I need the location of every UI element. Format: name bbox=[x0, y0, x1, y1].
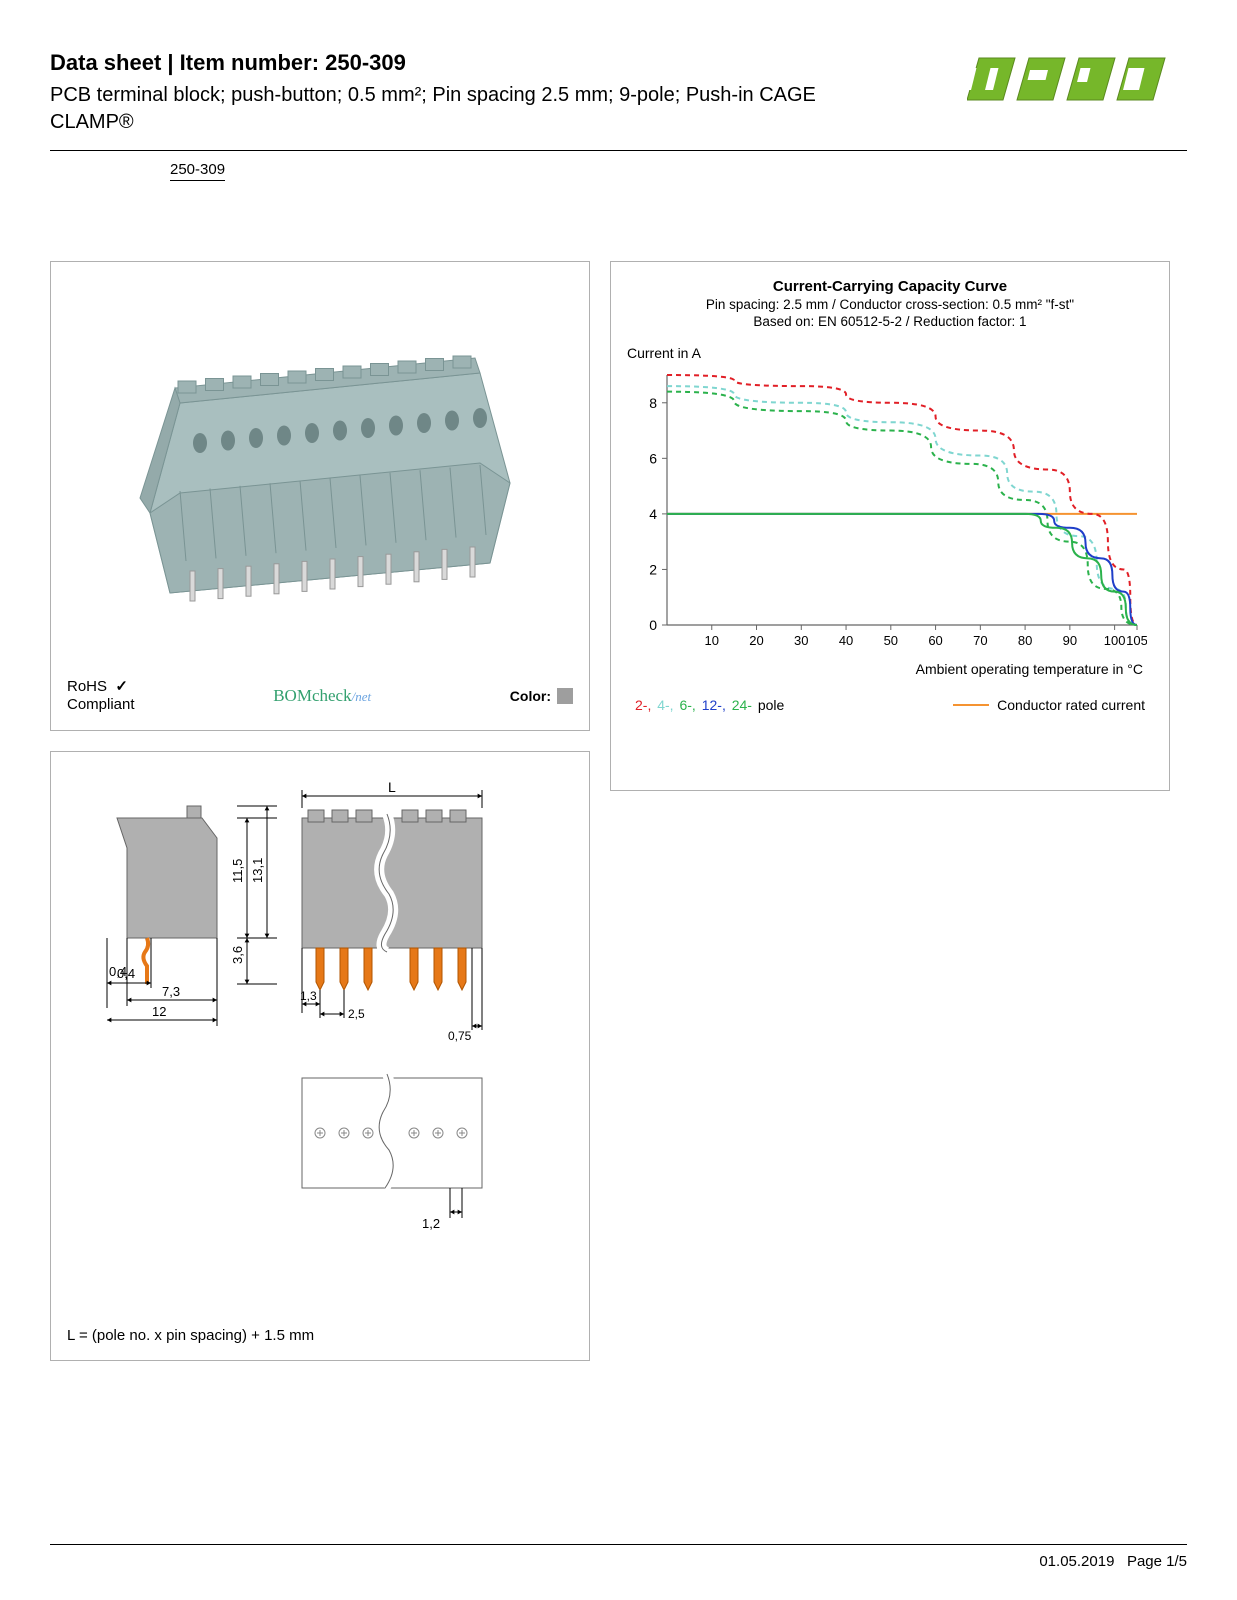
svg-text:6: 6 bbox=[649, 450, 657, 466]
svg-text:30: 30 bbox=[794, 633, 808, 648]
title-prefix: Data sheet bbox=[50, 50, 161, 75]
svg-text:13,1: 13,1 bbox=[250, 858, 265, 883]
y-axis-label: Current in A bbox=[627, 345, 1153, 361]
legend-rated-line bbox=[953, 704, 989, 706]
chart-subtitle-2: Based on: EN 60512-5-2 / Reduction facto… bbox=[627, 314, 1153, 329]
color-label-text: Color: bbox=[510, 688, 551, 704]
dimension-drawing: 0,40,47,31211,513,13,6L1,32,50,751,2 bbox=[67, 768, 567, 1278]
svg-text:1,2: 1,2 bbox=[422, 1216, 440, 1231]
svg-text:12: 12 bbox=[152, 1004, 166, 1019]
legend-pole-24: 24- bbox=[732, 697, 752, 713]
legend-pole-6: 6-, bbox=[679, 697, 699, 713]
svg-text:0: 0 bbox=[649, 617, 657, 633]
left-column: RoHS ✓ Compliant BOMcheck/net Color: 0,4… bbox=[50, 261, 590, 1361]
header-divider bbox=[50, 150, 1187, 151]
rohs-text: RoHS bbox=[67, 678, 107, 695]
svg-text:2,5: 2,5 bbox=[348, 1007, 365, 1021]
chart-title: Current-Carrying Capacity Curve bbox=[627, 278, 1153, 295]
legend-pole-4: 4-, bbox=[657, 697, 677, 713]
title-sep: | bbox=[161, 50, 179, 75]
footer-text: 01.05.2019 Page 1/5 bbox=[50, 1553, 1187, 1570]
title-item-label: Item number: bbox=[180, 50, 325, 75]
panels-row: RoHS ✓ Compliant BOMcheck/net Color: 0,4… bbox=[50, 261, 1187, 1361]
svg-text:40: 40 bbox=[839, 633, 853, 648]
bomcheck-text: BOMcheck bbox=[273, 686, 351, 705]
page-header: Data sheet | Item number: 250-309 PCB te… bbox=[50, 50, 1187, 136]
svg-text:100: 100 bbox=[1104, 633, 1126, 648]
product-footer-row: RoHS ✓ Compliant BOMcheck/net Color: bbox=[67, 678, 573, 714]
svg-text:8: 8 bbox=[649, 395, 657, 411]
terminal-block-illustration bbox=[80, 313, 560, 633]
page-footer: 01.05.2019 Page 1/5 bbox=[50, 1544, 1187, 1570]
datasheet-title: Data sheet | Item number: 250-309 bbox=[50, 50, 870, 76]
color-swatch bbox=[557, 688, 573, 704]
svg-text:0,75: 0,75 bbox=[448, 1029, 472, 1043]
dimension-formula: L = (pole no. x pin spacing) + 1.5 mm bbox=[67, 1327, 573, 1344]
footer-page: Page 1/5 bbox=[1127, 1553, 1187, 1570]
svg-text:80: 80 bbox=[1018, 633, 1032, 648]
item-number-link[interactable]: 250-309 bbox=[170, 161, 225, 181]
svg-text:105: 105 bbox=[1126, 633, 1147, 648]
chart-subtitle-1: Pin spacing: 2.5 mm / Conductor cross-se… bbox=[627, 297, 1153, 312]
dimensions-panel: 0,40,47,31211,513,13,6L1,32,50,751,2 L =… bbox=[50, 751, 590, 1361]
svg-text:90: 90 bbox=[1063, 633, 1077, 648]
svg-text:7,3: 7,3 bbox=[162, 984, 180, 999]
capacity-chart: 0 2 4 6 8 10 20 30 40 50 60 70 80 90 100105 bbox=[627, 365, 1147, 655]
header-text-block: Data sheet | Item number: 250-309 PCB te… bbox=[50, 50, 870, 136]
footer-divider bbox=[50, 1544, 1187, 1545]
svg-text:70: 70 bbox=[973, 633, 987, 648]
x-axis-label: Ambient operating temperature in °C bbox=[627, 661, 1153, 677]
title-item-number: 250-309 bbox=[325, 50, 406, 75]
footer-date: 01.05.2019 bbox=[1039, 1553, 1114, 1570]
svg-text:60: 60 bbox=[928, 633, 942, 648]
svg-text:4: 4 bbox=[649, 506, 657, 522]
rohs-compliant: Compliant bbox=[67, 696, 135, 713]
svg-text:0,4: 0,4 bbox=[109, 964, 127, 979]
check-icon: ✓ bbox=[111, 678, 128, 695]
svg-text:3,6: 3,6 bbox=[230, 946, 245, 964]
color-indicator: Color: bbox=[510, 688, 573, 704]
svg-text:11,5: 11,5 bbox=[230, 859, 245, 883]
product-image-panel: RoHS ✓ Compliant BOMcheck/net Color: bbox=[50, 261, 590, 731]
bomcheck-logo: BOMcheck/net bbox=[273, 686, 371, 706]
product-description: PCB terminal block; push-button; 0.5 mm²… bbox=[50, 82, 870, 136]
svg-text:10: 10 bbox=[705, 633, 719, 648]
bomcheck-net: /net bbox=[352, 689, 372, 704]
legend-pole-12: 12-, bbox=[702, 697, 730, 713]
chart-legend: 2-, 4-, 6-, 12-, 24- pole Conductor rate… bbox=[627, 697, 1153, 713]
legend-pole-suffix: pole bbox=[754, 697, 784, 713]
wago-logo bbox=[967, 50, 1187, 113]
legend-rated-label: Conductor rated current bbox=[997, 697, 1145, 713]
capacity-curve-panel: Current-Carrying Capacity Curve Pin spac… bbox=[610, 261, 1170, 791]
rohs-badge: RoHS ✓ Compliant bbox=[67, 678, 135, 714]
product-render-area bbox=[67, 278, 573, 668]
legend-rated: Conductor rated current bbox=[953, 697, 1145, 713]
svg-text:20: 20 bbox=[749, 633, 763, 648]
legend-poles: 2-, 4-, 6-, 12-, 24- pole bbox=[635, 697, 786, 713]
svg-text:50: 50 bbox=[884, 633, 898, 648]
svg-text:L: L bbox=[388, 779, 396, 795]
svg-text:1,3: 1,3 bbox=[300, 989, 317, 1003]
svg-text:2: 2 bbox=[649, 561, 657, 577]
legend-pole-2: 2-, bbox=[635, 697, 655, 713]
